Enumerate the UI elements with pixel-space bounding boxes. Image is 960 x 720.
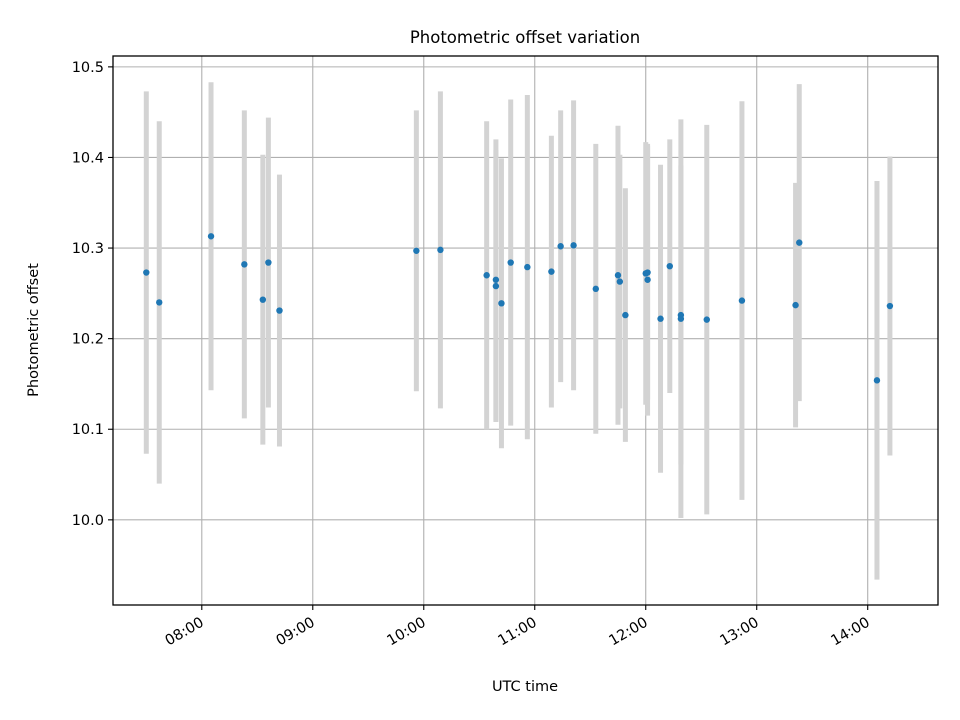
data-point — [622, 311, 629, 319]
data-point — [492, 282, 500, 290]
data-point — [524, 263, 531, 271]
plot-frame — [112, 55, 939, 606]
data-point — [614, 272, 622, 279]
y-tick-label: 10.3 — [72, 241, 104, 257]
data-point — [703, 316, 710, 323]
data-point — [265, 259, 272, 266]
data-point — [796, 239, 803, 246]
data-point — [143, 269, 150, 276]
data-point — [241, 261, 248, 268]
data-point — [498, 300, 505, 307]
data-point — [666, 262, 673, 270]
data-point — [792, 301, 799, 309]
data-point — [437, 246, 444, 254]
data-point — [616, 278, 624, 285]
data-point — [570, 242, 577, 249]
y-tick-label: 10.4 — [72, 150, 104, 166]
data-point — [873, 377, 881, 384]
chart-title: Photometric offset variation — [410, 28, 640, 47]
data-point — [207, 233, 215, 240]
data-point — [677, 315, 685, 322]
data-point — [557, 243, 564, 250]
data-point — [507, 259, 514, 266]
y-axis-ticks: 10.0 10.1 10.2 10.3 10.4 10.5 — [72, 60, 113, 529]
y-tick-label: 10.0 — [72, 513, 104, 529]
data-point — [592, 285, 599, 293]
y-tick-label: 10.5 — [72, 60, 104, 76]
data-point — [886, 302, 894, 310]
data-point — [644, 276, 651, 283]
y-tick-label: 10.1 — [72, 422, 104, 438]
data-point — [657, 315, 664, 322]
y-tick-label: 10.2 — [72, 332, 104, 348]
data-point — [644, 269, 651, 276]
data-point — [492, 276, 500, 283]
data-point — [738, 297, 746, 304]
data-point — [259, 296, 267, 303]
data-point — [483, 272, 490, 279]
y-axis-label: Photometric offset — [26, 263, 42, 397]
data-points — [143, 233, 894, 384]
data-point — [156, 299, 163, 306]
x-axis-label: UTC time — [492, 679, 558, 695]
data-point — [276, 307, 283, 314]
data-point — [548, 268, 555, 275]
data-point — [413, 247, 420, 254]
